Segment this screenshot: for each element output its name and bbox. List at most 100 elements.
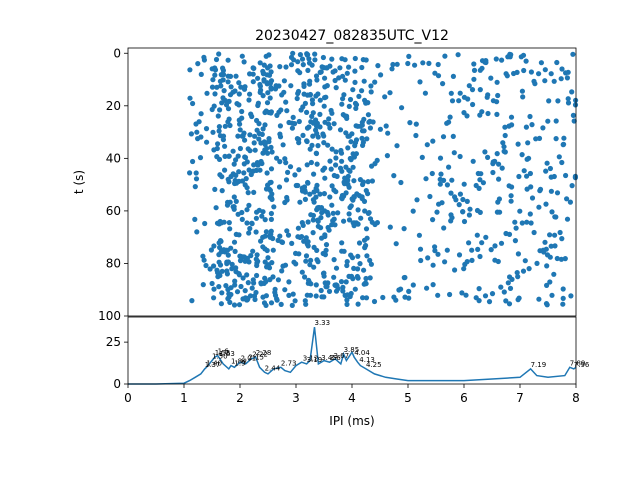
raster-point [556,154,562,160]
raster-point [420,60,426,66]
raster-point [524,173,530,179]
raster-point [309,113,315,119]
raster-point [297,199,303,205]
raster-point [193,176,200,182]
raster-point [570,51,576,57]
raster-point [375,63,381,69]
peak-label: 1.6 [218,348,230,356]
raster-point [242,154,249,161]
raster-point [294,136,300,142]
raster-point [295,234,301,240]
raster-point [286,292,292,298]
raster-point [225,259,231,265]
raster-point [244,272,250,278]
raster-point [348,252,354,258]
raster-point [192,184,198,190]
raster-point [219,188,225,194]
raster-point [489,291,496,297]
raster-point [261,70,267,77]
raster-point [498,240,505,246]
raster-point [449,98,456,104]
raster-point [527,170,534,177]
raster-point [305,243,311,249]
raster-point [430,282,436,288]
raster-point [239,108,245,115]
raster-point [297,52,303,58]
raster-point [246,230,252,236]
raster-point [435,61,441,68]
raster-point [338,147,344,154]
raster-point [311,199,317,205]
raster-point [237,121,243,127]
raster-point [305,219,311,225]
raster-point [289,125,295,131]
raster-point [213,205,219,211]
raster-point [367,125,373,131]
raster-point [406,53,412,60]
raster-point [263,186,270,192]
raster-point [209,280,215,287]
raster-point [571,118,577,124]
raster-point [344,113,350,119]
raster-point [216,128,222,134]
raster-point [537,186,544,192]
raster-point [242,288,248,294]
raster-point [223,283,229,289]
raster-point [362,245,368,251]
raster-point [241,254,247,260]
raster-point [565,96,571,102]
raster-point [545,118,551,124]
histogram-x-tick-label: 3 [292,391,300,405]
raster-point [236,80,242,86]
raster-point [514,69,520,75]
raster-point [210,77,216,83]
raster-point [242,182,248,188]
raster-point [303,301,309,307]
raster-point [262,217,268,223]
raster-point [559,66,565,72]
raster-point [456,252,463,258]
raster-point [265,90,271,96]
raster-point [310,133,316,139]
raster-point [326,227,332,233]
raster-point [363,188,369,194]
raster-point [230,204,236,210]
raster-point [477,177,483,183]
raster-point [238,283,244,290]
raster-point [564,75,571,81]
raster-point [509,276,515,282]
raster-point [267,187,273,193]
raster-point [438,171,444,177]
raster-point [515,274,521,280]
raster-point [531,229,537,236]
raster-point [247,225,253,232]
raster-point [345,173,351,179]
raster-point [333,162,339,168]
raster-point [246,97,252,103]
raster-point [359,135,365,141]
raster-point [482,293,489,299]
raster-point [339,240,345,246]
raster-point [355,207,361,213]
raster-point [414,197,420,203]
raster-point [536,204,542,210]
raster-point [313,293,319,299]
raster-point [370,119,376,125]
raster-point [305,52,311,58]
raster-point [346,184,352,190]
raster-point [314,77,320,83]
raster-point [278,301,284,307]
raster-point [246,202,252,208]
raster-point [310,217,316,223]
raster-point [225,57,231,63]
raster-point [361,267,367,273]
raster-point [519,220,525,226]
raster-point [232,282,238,288]
raster-point [498,284,504,290]
peak-label: 1.37 [205,361,221,369]
raster-point [335,210,341,216]
raster-point [303,235,309,241]
raster-point [214,154,220,160]
raster-point [289,302,295,308]
raster-point [233,157,239,163]
